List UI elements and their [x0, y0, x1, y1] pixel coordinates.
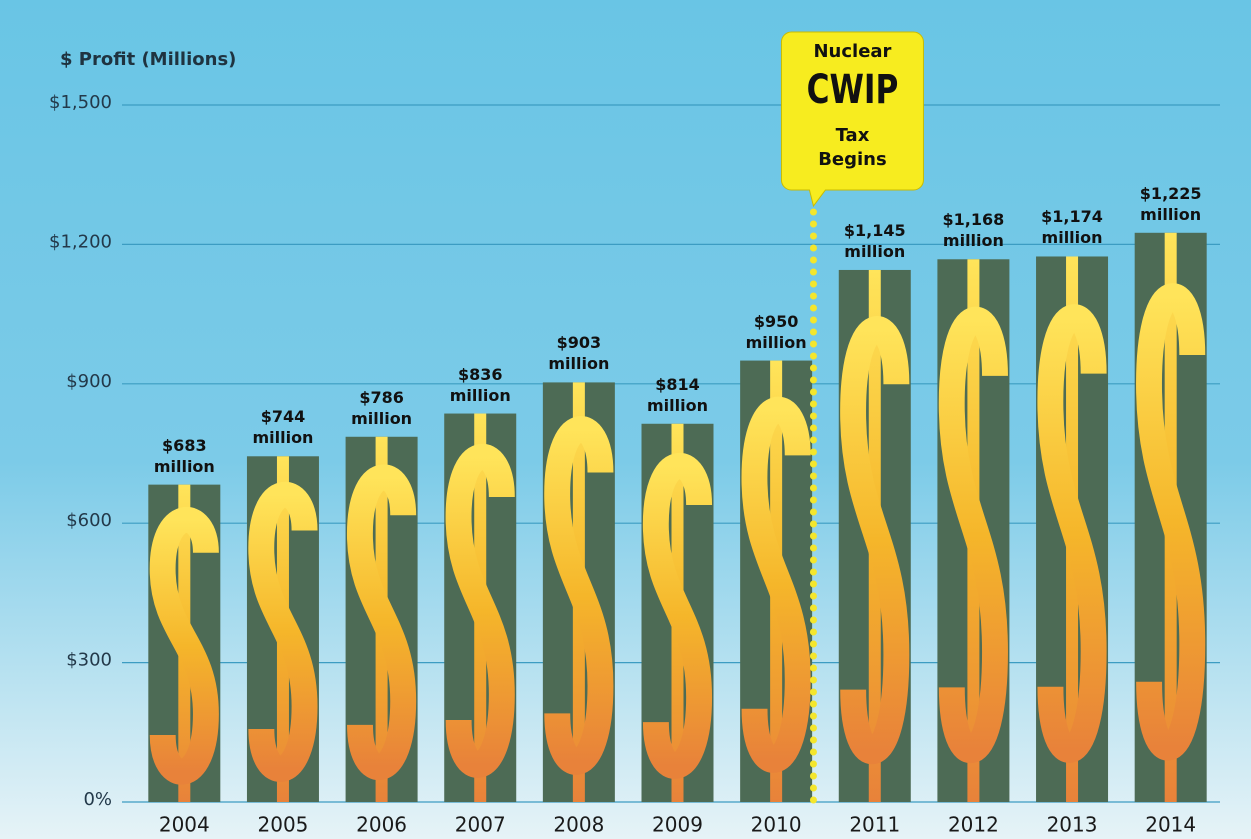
x-tick-label: 2005 [258, 813, 309, 837]
dollar-shape [445, 443, 515, 778]
annotation-text: Begins [818, 149, 887, 170]
y-tick-label: $1,500 [49, 92, 112, 113]
dollar-shape [544, 416, 614, 775]
y-tick-label: $1,200 [49, 231, 112, 252]
y-tick-label: $600 [66, 510, 112, 531]
x-tick-label: 2013 [1047, 813, 1098, 837]
dollar-shape [149, 507, 219, 785]
value-label: $903 million [548, 333, 610, 374]
value-label: $1,225 million [1139, 183, 1202, 224]
value-label: $1,174 million [1041, 207, 1103, 248]
value-label: $683 million [153, 435, 215, 476]
dollar-shape [840, 316, 910, 765]
value-label: $744 million [252, 407, 314, 448]
x-tick-label: 2012 [948, 813, 999, 837]
y-tick-label: $300 [66, 650, 112, 671]
x-tick-label: 2004 [159, 813, 210, 837]
annotation-text: CWIP [807, 67, 899, 113]
dollar-shape [347, 464, 417, 780]
value-label: $1,168 million [942, 210, 1005, 251]
x-tick-label: 2011 [849, 813, 900, 837]
value-label: $1,145 million [843, 220, 906, 261]
x-tick-label: 2008 [553, 813, 604, 837]
y-tick-label: 0% [83, 789, 112, 810]
x-tick-label: 2014 [1145, 813, 1196, 837]
x-tick-label: 2009 [652, 813, 703, 837]
x-tick-label: 2007 [455, 813, 506, 837]
annotation-text: Tax [836, 125, 870, 146]
y-axis-title: $ Profit (Millions) [60, 49, 236, 70]
dollar-shape [938, 306, 1008, 763]
value-label: $836 million [449, 364, 511, 405]
value-label: $814 million [647, 374, 708, 415]
y-tick-label: $900 [66, 371, 112, 392]
value-label: $950 million [745, 311, 807, 352]
annotation-text: Nuclear [813, 41, 891, 62]
annotation-box [780, 31, 924, 208]
x-tick-label: 2010 [751, 813, 802, 837]
x-tick-label: 2006 [356, 813, 407, 837]
dollar-shape [1136, 283, 1206, 761]
dollar-shape [248, 481, 318, 782]
dollar-shape [642, 453, 713, 779]
dollar-shape [741, 396, 811, 773]
value-label: $786 million [351, 387, 413, 428]
dollar-shape [1037, 304, 1107, 763]
